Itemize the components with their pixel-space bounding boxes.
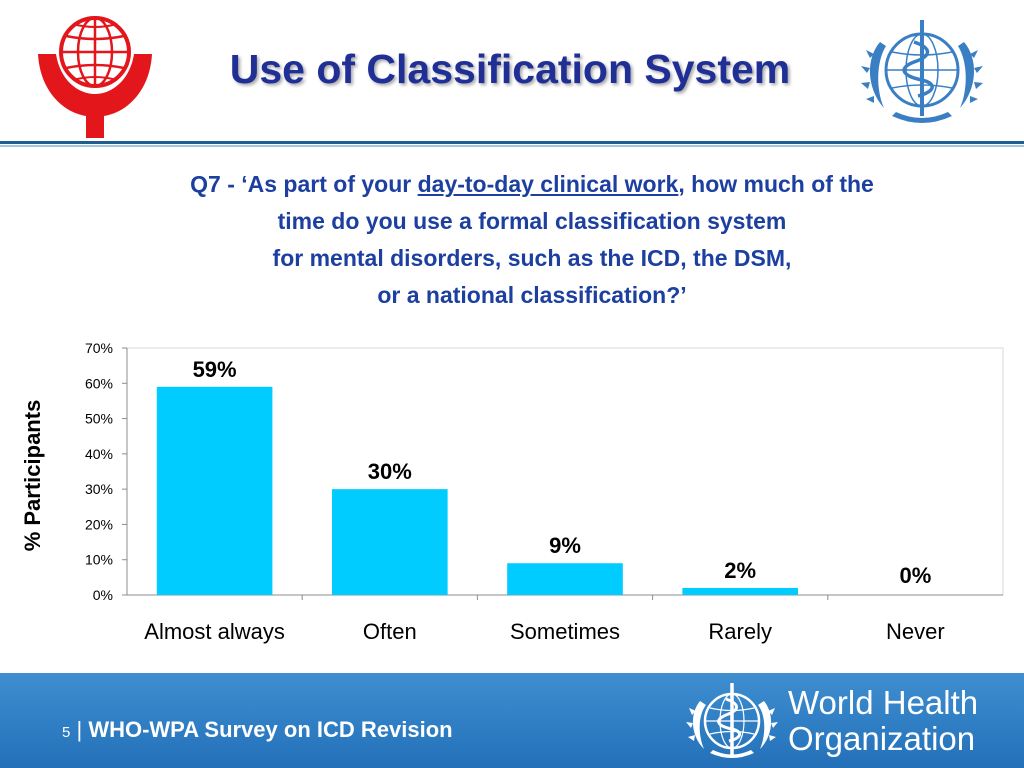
question-line-1: Q7 - ‘As part of your day-to-day clinica…: [190, 171, 874, 197]
who-wordmark: World Health Organization: [788, 685, 978, 757]
who-wordmark-line-2: Organization: [788, 720, 976, 757]
bar-often: [331, 489, 448, 595]
y-tick-label: 10%: [85, 552, 113, 568]
footer-separator: |: [76, 717, 83, 742]
who-emblem-icon: [861, 20, 983, 123]
survey-question: Q7 - ‘As part of your day-to-day clinica…: [100, 166, 964, 314]
page-title: Use of Classification System: [229, 46, 791, 92]
y-axis-title: % Participants: [20, 400, 45, 552]
header-divider-light: [0, 145, 1024, 147]
data-label: 59%: [193, 357, 237, 382]
x-tick-label: Sometimes: [510, 619, 620, 644]
y-tick-label: 50%: [85, 411, 113, 427]
bar-sometimes: [507, 563, 623, 595]
y-tick-label: 30%: [85, 481, 113, 497]
y-tick-label: 20%: [85, 516, 113, 532]
slide-header: Use of Classification System: [0, 0, 1024, 148]
question-line-4: or a national classification?’: [377, 282, 687, 308]
data-label: 9%: [549, 533, 581, 558]
x-tick-label: Never: [886, 619, 945, 644]
x-tick-label: Often: [363, 619, 417, 644]
plot-area: [126, 347, 1004, 596]
bar-chart: 0% 10% 20% 30% 40% 50% 60% 70% 59% Almost always 3…: [20, 340, 1004, 644]
data-label: 2%: [724, 558, 756, 583]
bar-rarely: [682, 587, 799, 595]
footer-label: WHO-WPA Survey on ICD Revision: [88, 717, 453, 742]
data-label: 30%: [368, 459, 412, 484]
y-tick-label: 60%: [85, 375, 113, 391]
footer-caption: 5 | WHO-WPA Survey on ICD Revision: [62, 717, 453, 743]
question-line-2: time do you use a formal classification …: [277, 208, 787, 234]
bar-almost-always: [156, 386, 273, 595]
x-tick-label: Almost always: [144, 619, 285, 644]
y-tick-label: 0%: [93, 587, 113, 603]
x-tick-label: Rarely: [708, 619, 772, 644]
page-number: 5: [62, 724, 71, 741]
wpa-globe-logo-icon: [38, 16, 152, 138]
who-wordmark-line-1: World Health: [788, 684, 979, 721]
header-divider: [0, 141, 1024, 144]
y-tick-label: 70%: [85, 340, 113, 356]
y-tick-label: 40%: [85, 446, 113, 462]
footer-bar: 5 | WHO-WPA Survey on ICD Revision World…: [0, 673, 1024, 768]
data-label: 0%: [900, 563, 932, 588]
question-line-3: for mental disorders, such as the ICD, t…: [272, 245, 792, 271]
who-emblem-footer-icon: [686, 683, 778, 758]
